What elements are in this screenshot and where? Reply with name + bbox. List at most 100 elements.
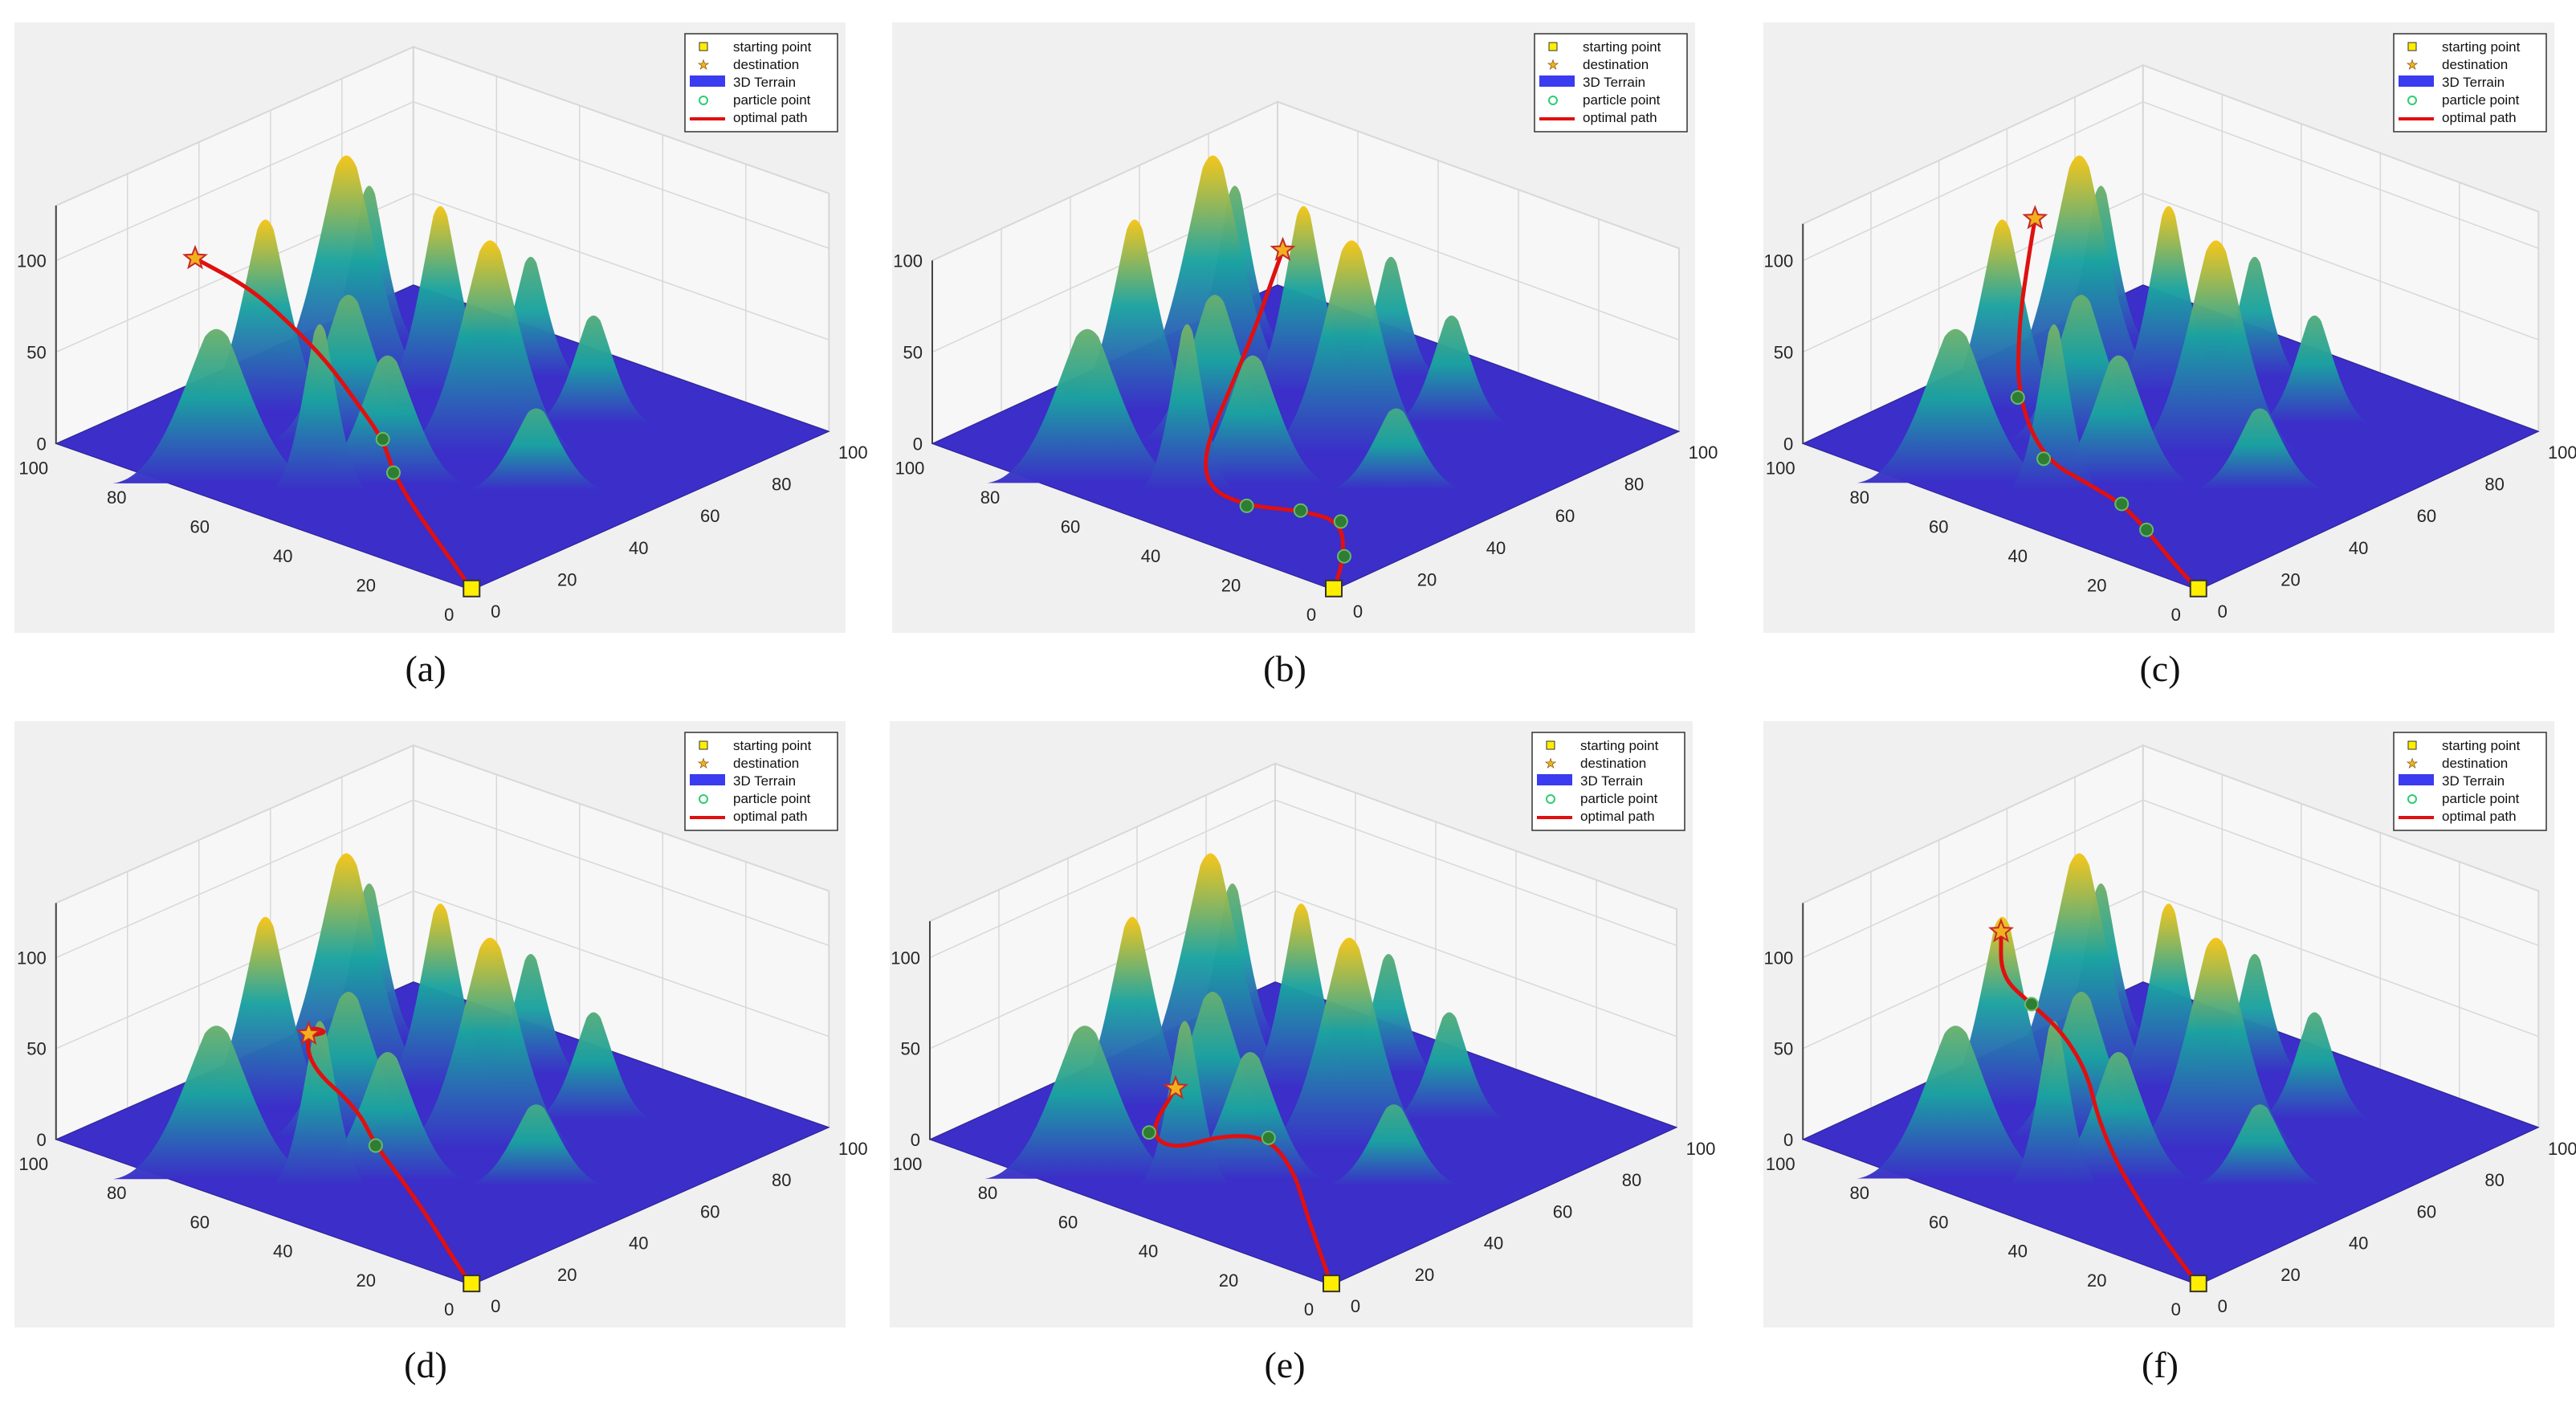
z-tick-label: 100: [893, 251, 923, 271]
destination-marker: [296, 1020, 322, 1046]
terrain-peak: [2191, 1104, 2329, 1186]
y-tick-label: 100: [2548, 442, 2576, 463]
y-tick-label: 100: [1686, 1139, 1716, 1159]
particle-point-marker: [368, 1138, 383, 1153]
x-tick-label: 20: [357, 1270, 376, 1291]
legend-label: particle point: [1583, 92, 1661, 108]
legend-particle-icon: [699, 794, 708, 804]
x-tick-label: 0: [444, 1299, 454, 1319]
x-tick-label: 40: [1139, 1242, 1158, 1262]
y-tick-label: 20: [557, 1265, 577, 1285]
panel-caption: (a): [405, 648, 446, 689]
z-tick-label: 0: [1783, 1130, 1793, 1150]
x-tick-label: 80: [107, 487, 126, 508]
starting-point-marker: [463, 579, 481, 597]
y-tick-label: 40: [1484, 1234, 1503, 1254]
terrain-peak: [1857, 1026, 2055, 1179]
z-tick-label: 100: [891, 948, 920, 968]
x-tick-label: 100: [893, 1154, 923, 1174]
legend-destination-icon: ★: [2407, 756, 2418, 771]
x-tick-label: 100: [895, 458, 925, 478]
legend-destination-icon: ★: [1547, 57, 1559, 72]
legend-label: 3D Terrain: [1580, 773, 1643, 789]
x-tick-label: 80: [978, 1183, 997, 1203]
legend-label: optimal path: [1583, 110, 1657, 125]
y-tick-label: 0: [1351, 1296, 1360, 1316]
z-tick-label: 50: [1774, 1039, 1793, 1059]
grid-line: [55, 890, 829, 1050]
chart-panel-f: 0 50 100 100 80 60 40 20 0 0 20 40 60 80 100 starting p…: [1763, 721, 2576, 1385]
y-tick-label: 60: [2417, 1201, 2436, 1221]
chart-panel-a: 0 50 100 100 80 60 40 20 0 0 20 40 60 80 100 starting p…: [14, 22, 868, 689]
x-tick-label: 20: [357, 575, 376, 595]
x-tick-label: 0: [2171, 605, 2181, 625]
legend-label: particle point: [1580, 791, 1658, 806]
z-tick-label: 50: [1774, 342, 1793, 362]
terrain-peak: [2255, 1012, 2374, 1120]
y-tick-label: 20: [2280, 1265, 2300, 1285]
terrain-peak: [2255, 315, 2374, 424]
terrain-peak: [1323, 1104, 1465, 1186]
x-tick-label: 0: [444, 605, 454, 625]
destination-marker: [1270, 236, 1296, 262]
grid-line: [1802, 890, 2539, 1050]
legend-destination-icon: ★: [698, 756, 709, 771]
legend-label: 3D Terrain: [1583, 75, 1645, 90]
z-tick-label: 0: [911, 1130, 920, 1150]
destination-marker: [182, 244, 208, 270]
y-tick-label: 100: [838, 1139, 868, 1159]
chart-panel-e: 0 50 100 100 80 60 40 20 0 0 20 40 60 80 100 starting p…: [890, 721, 1715, 1385]
z-tick-label: 100: [1764, 948, 1794, 968]
legend: starting point ★ destination 3D Terrain part…: [684, 732, 838, 831]
terrain-peak: [1391, 315, 1512, 424]
y-tick-label: 80: [2484, 475, 2504, 495]
x-tick-label: 80: [1850, 1183, 1869, 1203]
panel-caption: (d): [404, 1344, 447, 1385]
x-tick-label: 100: [1766, 458, 1795, 478]
x-tick-label: 40: [273, 1242, 292, 1262]
legend-start-icon: [2407, 740, 2417, 750]
legend-label: destination: [2442, 57, 2508, 72]
particle-point-marker: [2036, 451, 2052, 467]
x-tick-label: 0: [1306, 605, 1316, 625]
grid-line: [55, 799, 829, 959]
y-tick-label: 60: [700, 1201, 719, 1221]
terrain-peak: [2191, 408, 2329, 490]
legend: starting point ★ destination 3D Terrain part…: [1534, 33, 1688, 133]
terrain-peak: [463, 1104, 609, 1186]
particle-point-marker: [1337, 548, 1351, 564]
terrain-peak: [267, 324, 372, 491]
legend-terrain-icon: [1539, 75, 1575, 87]
legend-particle-icon: [1548, 96, 1558, 105]
legend-terrain-icon: [690, 774, 725, 785]
z-tick-label: 0: [1783, 434, 1793, 454]
legend-label: particle point: [2442, 92, 2520, 108]
optimal-path-line: [1153, 1086, 1334, 1287]
x-tick-label: 100: [18, 458, 48, 478]
terrain-peak: [1326, 408, 1467, 490]
legend-destination-icon: ★: [1545, 756, 1556, 771]
panel-caption: (f): [2142, 1344, 2179, 1385]
legend-start-icon: [2407, 42, 2417, 51]
y-tick-label: 0: [1353, 602, 1363, 622]
optimal-path-line: [305, 1026, 474, 1287]
particle-point-marker: [2139, 522, 2154, 537]
legend-start-icon: [1546, 740, 1555, 750]
grid-line: [1802, 192, 2539, 353]
x-tick-label: 40: [273, 546, 292, 566]
legend-label: particle point: [733, 791, 811, 806]
legend-label: 3D Terrain: [733, 773, 796, 789]
y-tick-label: 80: [772, 475, 791, 495]
legend: starting point ★ destination 3D Terrain part…: [1531, 732, 1685, 831]
terrain-peak: [2004, 1021, 2104, 1187]
x-tick-label: 20: [2087, 1270, 2106, 1291]
x-tick-label: 60: [1929, 1212, 1948, 1232]
x-tick-label: 20: [2087, 575, 2106, 595]
z-tick-label: 100: [17, 251, 47, 271]
x-tick-label: 20: [1221, 575, 1241, 595]
terrain-peak: [112, 1026, 320, 1180]
particle-point-marker: [2114, 496, 2130, 512]
particle-point-marker: [2024, 997, 2039, 1012]
legend-label: starting point: [733, 39, 812, 55]
y-tick-label: 80: [772, 1170, 791, 1190]
